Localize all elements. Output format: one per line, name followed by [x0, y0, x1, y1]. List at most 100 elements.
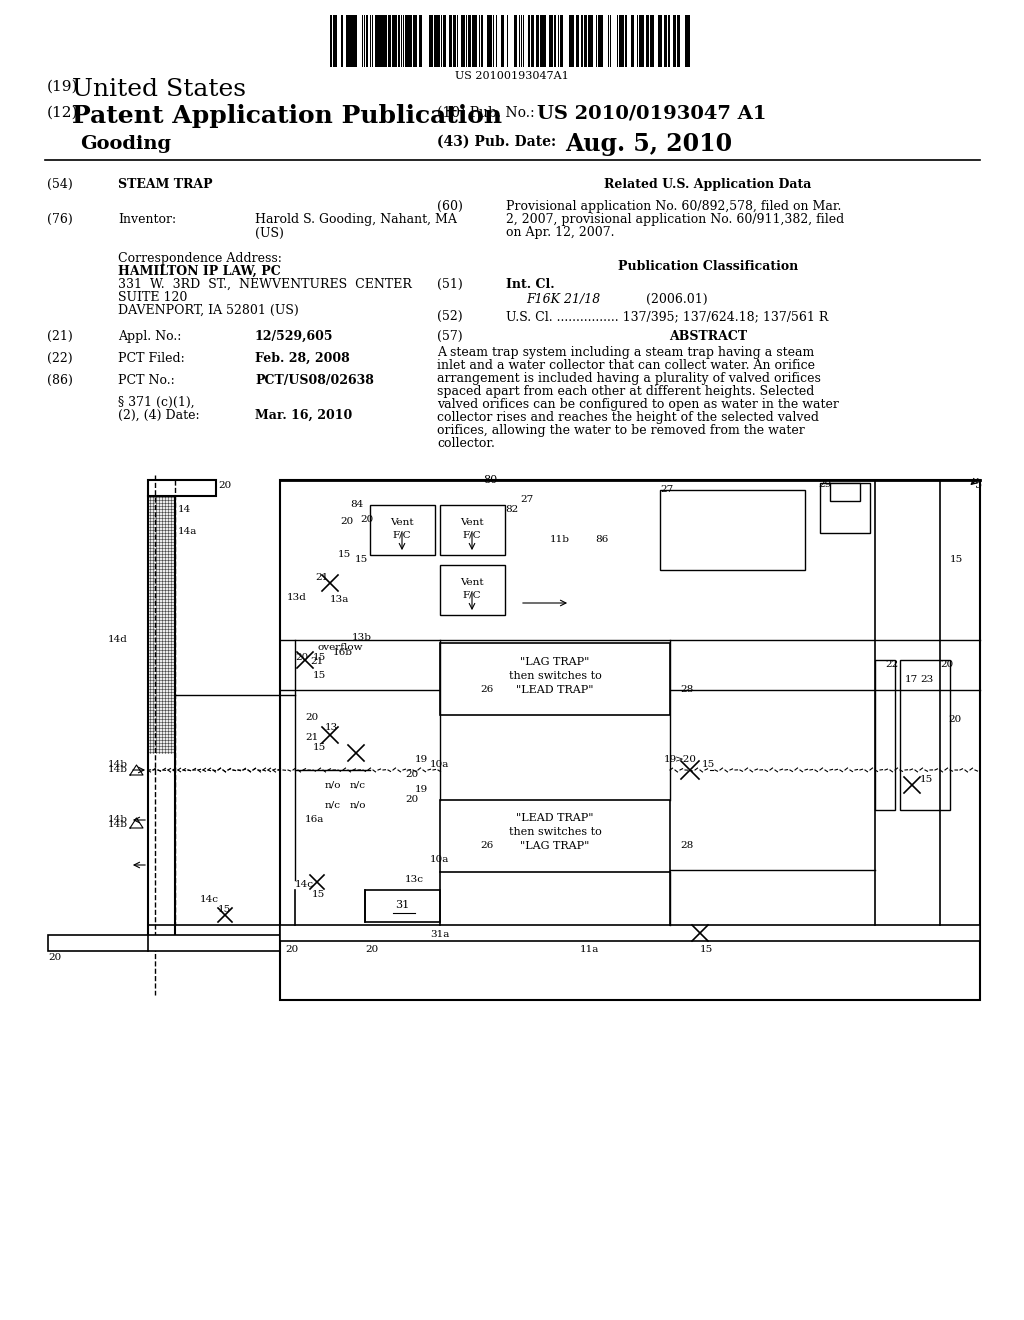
Text: Int. Cl.: Int. Cl. [506, 279, 555, 290]
Bar [830, 483, 860, 502]
Bar [531, 15, 534, 67]
Text: 13c: 13c [406, 875, 424, 884]
Bar [677, 15, 679, 67]
Bar [472, 15, 475, 67]
Text: 10a: 10a [430, 760, 450, 770]
Bar [540, 15, 543, 67]
Text: 20: 20 [285, 945, 298, 954]
Text: collector.: collector. [437, 437, 495, 450]
Text: F16K 21/18: F16K 21/18 [526, 293, 600, 306]
Text: 14b: 14b [108, 766, 128, 774]
Text: collector rises and reaches the height of the selected valved: collector rises and reaches the height o… [437, 411, 819, 424]
Bar [631, 15, 633, 67]
Bar [468, 15, 471, 67]
Text: 14c: 14c [295, 880, 314, 888]
Text: 15: 15 [313, 743, 327, 752]
Text: 20: 20 [48, 953, 61, 962]
Bar [489, 15, 492, 67]
Bar [366, 15, 368, 67]
Bar [660, 490, 805, 570]
Text: 14: 14 [178, 506, 191, 513]
Bar [554, 15, 556, 67]
Text: 28: 28 [680, 841, 693, 850]
Bar [438, 15, 440, 67]
Bar [575, 15, 579, 67]
Text: 20: 20 [295, 653, 308, 663]
Text: 20: 20 [365, 945, 378, 954]
Bar [618, 15, 621, 67]
Text: HAMILTON IP LAW, PC: HAMILTON IP LAW, PC [118, 265, 281, 279]
Bar [398, 15, 400, 67]
Text: PCT Filed:: PCT Filed: [118, 352, 184, 366]
Text: 13a: 13a [330, 595, 349, 605]
Text: 17: 17 [905, 675, 919, 684]
Text: 21: 21 [315, 573, 329, 582]
Text: F/C: F/C [463, 531, 481, 539]
Text: Mar. 16, 2010: Mar. 16, 2010 [255, 409, 352, 422]
Text: Gooding: Gooding [80, 135, 171, 153]
Bar [375, 15, 378, 67]
Text: then switches to: then switches to [509, 828, 601, 837]
Bar [625, 15, 627, 67]
Text: 14d: 14d [109, 635, 128, 644]
Bar [406, 15, 408, 67]
Bar [646, 15, 649, 67]
Bar [551, 15, 553, 67]
Bar [330, 15, 332, 67]
Bar [434, 15, 437, 67]
Text: n/c: n/c [350, 780, 366, 789]
Text: then switches to: then switches to [509, 671, 601, 681]
Text: § 371 (c)(1),: § 371 (c)(1), [118, 396, 195, 409]
Text: 14b: 14b [108, 760, 128, 770]
Text: 80: 80 [483, 475, 497, 484]
Bar [443, 15, 446, 67]
Bar [591, 15, 593, 67]
Text: "LEAD TRAP": "LEAD TRAP" [516, 813, 594, 822]
Text: F/C: F/C [463, 590, 481, 599]
Text: (22): (22) [47, 352, 73, 366]
Text: 5: 5 [975, 480, 982, 490]
Text: (2006.01): (2006.01) [646, 293, 708, 306]
Text: 13: 13 [325, 723, 338, 733]
Text: inlet and a water collector that can collect water. An orifice: inlet and a water collector that can col… [437, 359, 815, 372]
Text: 15: 15 [920, 775, 933, 784]
Bar [581, 15, 583, 67]
Text: 31a: 31a [430, 931, 450, 939]
Bar [639, 15, 642, 67]
Text: 11b: 11b [550, 535, 570, 544]
Text: 19: 19 [415, 755, 428, 764]
Bar [384, 15, 387, 67]
Text: 21: 21 [305, 733, 318, 742]
Bar [461, 15, 464, 67]
Text: (19): (19) [47, 81, 79, 94]
Bar [453, 15, 456, 67]
Bar [370, 506, 435, 554]
Text: 29: 29 [818, 480, 831, 488]
Text: 15: 15 [950, 554, 964, 564]
Text: (54): (54) [47, 178, 73, 191]
Text: 20: 20 [340, 517, 353, 525]
Text: US 2010/0193047 A1: US 2010/0193047 A1 [537, 104, 767, 121]
Text: on Apr. 12, 2007.: on Apr. 12, 2007. [506, 226, 614, 239]
Bar [599, 15, 602, 67]
Bar [280, 480, 980, 1001]
Text: >20: >20 [675, 755, 697, 764]
Text: Vent: Vent [460, 517, 483, 527]
Text: 15: 15 [312, 890, 326, 899]
Text: n/o: n/o [350, 800, 367, 809]
Bar [429, 15, 432, 67]
Text: 26: 26 [480, 841, 494, 850]
Bar [668, 15, 670, 67]
Bar [395, 15, 397, 67]
Text: 19: 19 [415, 785, 428, 795]
Bar [440, 643, 670, 715]
Text: Harold S. Gooding, Nahant, MA: Harold S. Gooding, Nahant, MA [255, 213, 457, 226]
Text: 27: 27 [520, 495, 534, 504]
Text: valved orifices can be configured to open as water in the water: valved orifices can be configured to ope… [437, 399, 839, 411]
Bar [487, 15, 489, 67]
Bar [651, 15, 653, 67]
Bar [381, 15, 383, 67]
Text: "LEAD TRAP": "LEAD TRAP" [516, 685, 594, 696]
Text: 15: 15 [218, 906, 231, 913]
Text: 20: 20 [218, 480, 231, 490]
